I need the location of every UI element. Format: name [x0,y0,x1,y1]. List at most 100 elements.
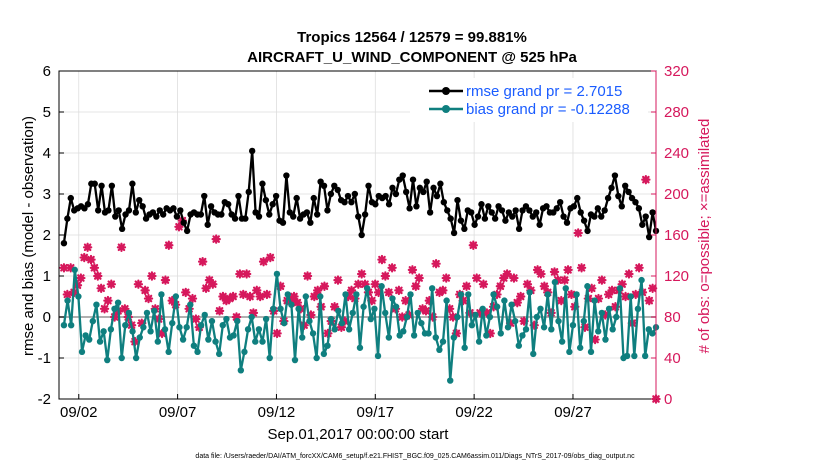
bias-point [306,317,313,325]
rmse-point [556,199,564,206]
bias-point [154,338,162,345]
rmse-point [478,201,485,208]
bias-point [414,309,421,317]
bias-point [591,297,598,304]
rmse-point [132,209,140,216]
rmse-point [413,203,420,210]
bias-point [176,324,183,331]
rmse-point [570,203,578,210]
bias-point [317,293,324,300]
y2-tick-label: 200 [664,186,689,203]
bias-point [439,338,447,345]
obs-marker [495,281,506,291]
y-tick-label: -2 [38,391,51,408]
rmse-point [105,207,112,214]
bias-point [190,342,198,349]
obs-marker [424,295,435,306]
bias-point [544,291,551,298]
bias-point [194,348,201,356]
rmse-point [608,184,615,192]
obs-marker [499,273,509,283]
obs-marker [214,306,225,316]
bias-point [566,348,573,356]
bias-point [266,354,273,362]
obs-marker [343,291,353,302]
obs-marker [641,174,651,185]
bias-point [443,297,450,304]
rmse-point [180,219,187,226]
obs-marker [400,295,411,306]
obs-marker [197,256,208,267]
rmse-point [84,201,92,208]
rmse-point [481,215,489,222]
bias-point [450,334,458,341]
bias-point [522,326,530,333]
obs-marker [448,312,458,322]
rmse-point [235,192,242,200]
obs-marker [559,275,570,285]
obs-marker [231,312,242,322]
rmse-point [474,213,482,220]
rmse-point [615,192,622,200]
y2-tick-label: 160 [664,227,689,244]
rmse-point [293,194,300,202]
bias-point [143,309,151,317]
obs-marker [336,322,347,332]
obs-marker [380,271,391,281]
rmse-point [365,182,372,189]
rmse-point [533,209,540,216]
rmse-point [231,215,239,222]
rmse-point [580,217,588,224]
rmse-point [433,192,441,200]
obs-marker [99,304,110,314]
obs-marker [160,275,171,285]
bias-point [551,278,559,286]
bias-point [649,330,656,337]
legend-bias-label: bias grand pr = -0.12288 [466,101,630,118]
rmse-point [139,203,146,210]
obs-marker [387,263,397,273]
bias-point [338,319,346,327]
bias-point [641,352,649,360]
bias-point [284,291,291,298]
rmse-point [262,196,270,204]
bias-point [479,305,486,312]
rmse-point [491,215,499,222]
obs-marker [647,283,658,293]
rmse-point [372,201,379,208]
rmse-point [632,199,639,206]
bias-point [230,332,237,339]
rmse-point [313,211,321,218]
obs-marker [241,269,252,279]
bias-point [244,326,252,333]
rmse-point [598,213,605,220]
obs-marker [245,291,255,302]
obs-marker [451,328,462,339]
rmse-point [334,186,341,194]
bias-point [280,319,288,327]
rmse-point [444,207,451,214]
obs-marker [431,259,441,269]
bias-point [273,270,281,278]
obs-marker [597,275,607,285]
bias-point [342,291,349,298]
obs-marker [187,293,198,304]
obs-marker [228,291,238,302]
obs-marker [265,252,276,263]
bias-point [136,334,143,341]
obs-marker [407,265,418,275]
rmse-point [645,233,653,241]
obs-marker [607,285,617,296]
rmse-point [577,209,584,216]
bias-point [291,356,299,364]
y2-tick-label: 80 [664,309,681,326]
bias-point [248,313,255,321]
bias-point [161,326,169,333]
obs-marker [312,285,323,296]
obs-marker [96,283,106,293]
obs-marker [319,281,330,291]
obs-marker [414,273,424,283]
obs-marker [333,275,343,285]
rmse-point [461,225,468,233]
rmse-point [351,190,359,198]
